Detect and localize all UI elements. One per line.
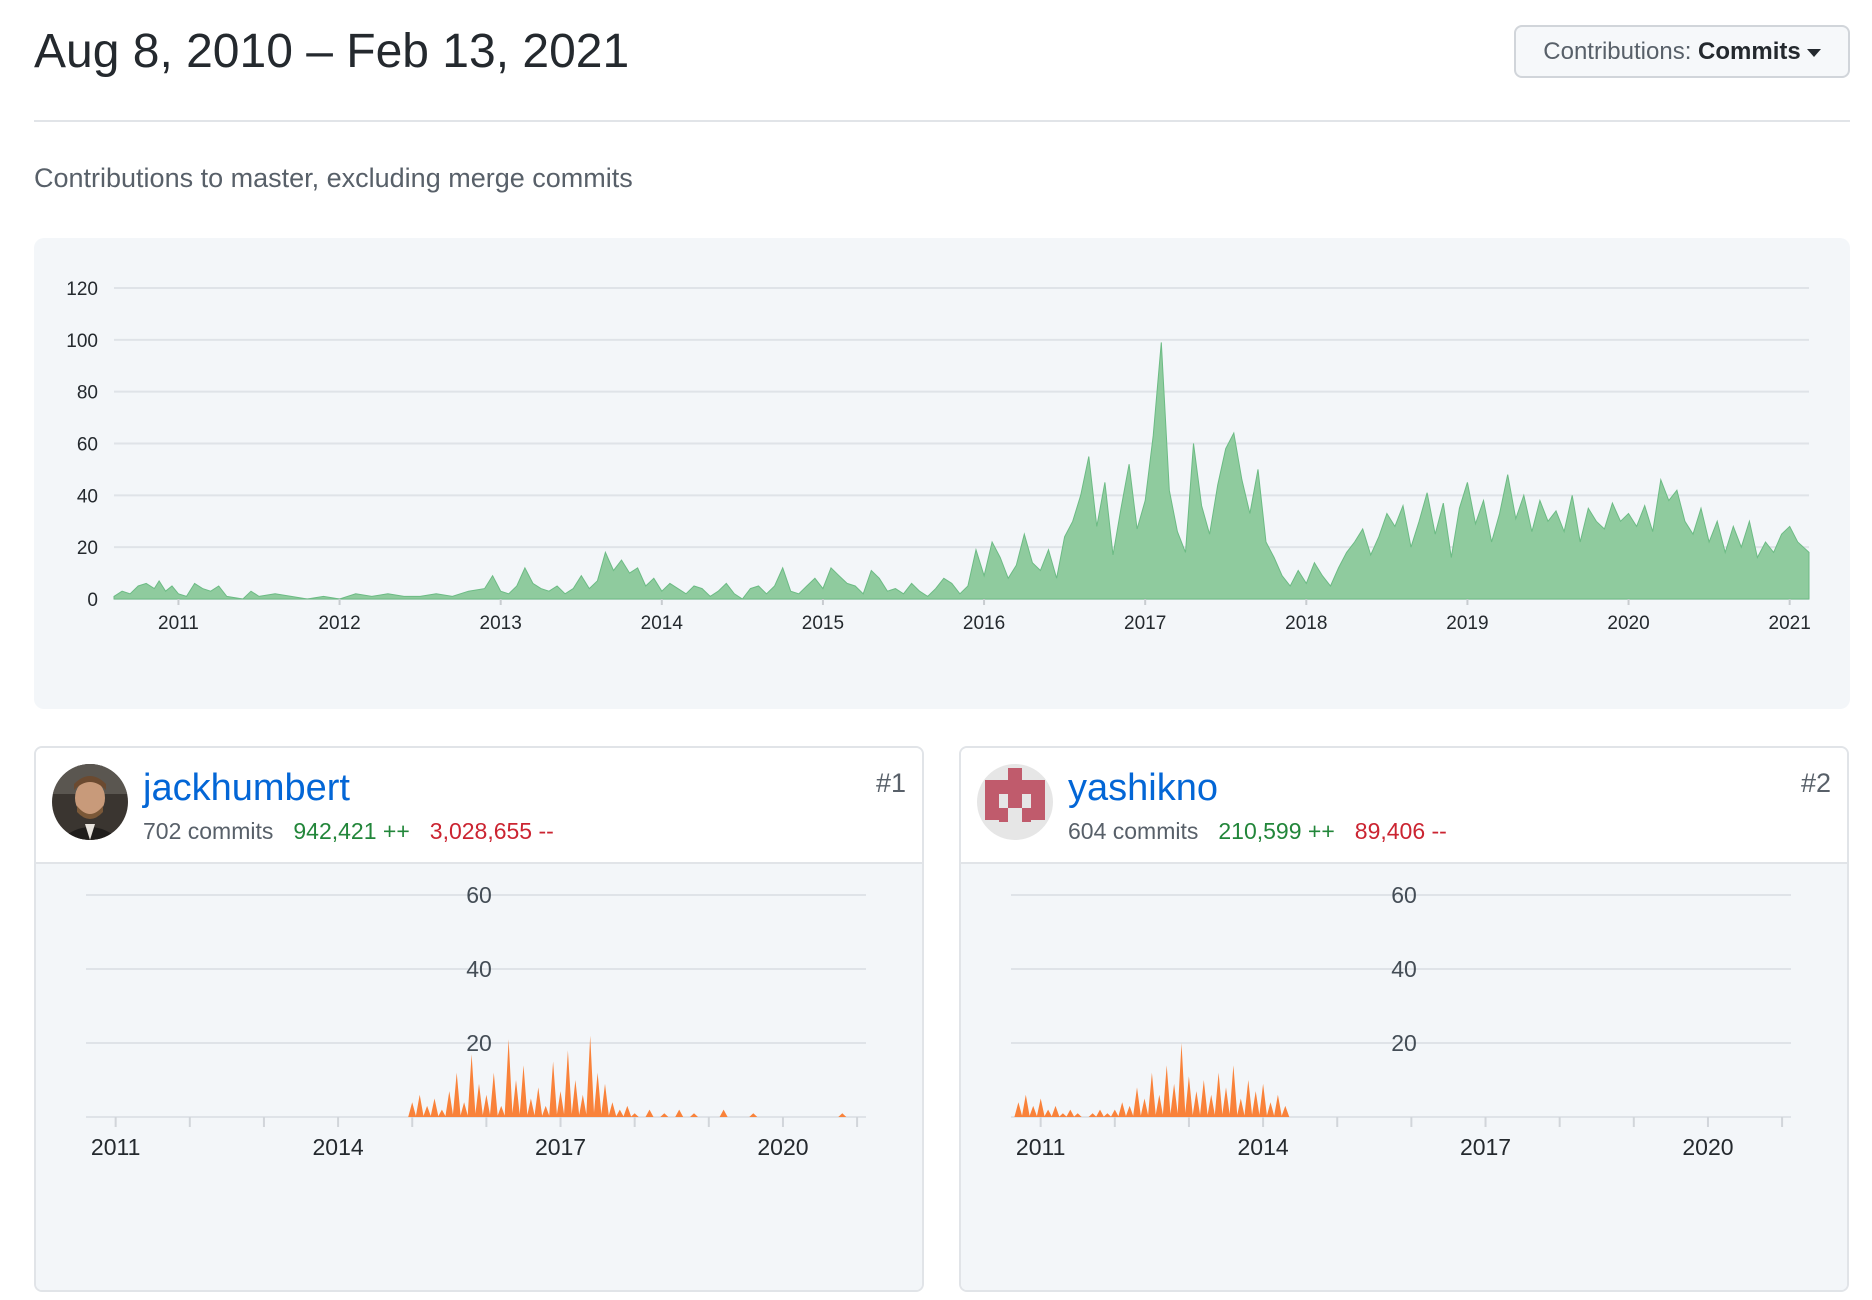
x-tick-label: 2011	[91, 1134, 140, 1160]
y-tick-label: 20	[1391, 1030, 1417, 1056]
contributor-rank: #2	[1800, 768, 1831, 798]
commit-count-link[interactable]: 604 commits	[1068, 818, 1199, 844]
x-tick-label: 2020	[1607, 613, 1649, 634]
x-tick-label: 2012	[318, 613, 360, 634]
x-tick-label: 2017	[535, 1134, 586, 1160]
deletions-count: 89,406 --	[1354, 818, 1447, 844]
contributor-card-header: jackhumbert 702 commits 942,421 ++ 3,028,6…	[36, 748, 922, 864]
chart-subtitle: Contributions to master, excluding merge…	[34, 163, 633, 193]
x-tick-label: 2019	[1446, 613, 1488, 634]
y-tick-label: 120	[66, 279, 98, 300]
avatar-photo-icon	[52, 764, 128, 840]
contributor-rank: #1	[875, 768, 906, 798]
x-tick-label: 2013	[480, 613, 522, 634]
y-tick-label: 60	[1391, 882, 1417, 908]
x-tick-label: 2018	[1285, 613, 1327, 634]
contributor-chart-panel: 20 40 60 2011 2014 2017 2020	[36, 864, 922, 1290]
deletions-count: 3,028,655 --	[429, 818, 554, 844]
y-tick-label: 40	[466, 956, 492, 982]
contributor-stats: 604 commits 210,599 ++ 89,406 --	[1068, 816, 1447, 846]
y-tick-label: 60	[466, 882, 492, 908]
series-area	[1014, 1043, 1290, 1117]
avatar[interactable]	[977, 764, 1053, 840]
y-tick-label: 0	[87, 590, 98, 611]
y-tick-label: 60	[77, 435, 98, 456]
identicon-avatar-icon	[977, 764, 1053, 840]
main-chart-panel: 0 20 40 60 80 100 120 2011 2012 2013 2014 2015 2016 2…	[34, 238, 1850, 709]
x-tick-label: 2021	[1769, 613, 1811, 634]
contributor-username-link[interactable]: yashikno	[1068, 767, 1218, 809]
contributions-value: Commits	[1698, 38, 1801, 65]
commit-count-link[interactable]: 702 commits	[143, 818, 274, 844]
x-tick-label: 2014	[313, 1134, 364, 1160]
contributor-card-header: yashikno 604 commits 210,599 ++ 89,406 -- …	[961, 748, 1847, 864]
additions-count: 942,421 ++	[293, 818, 410, 844]
x-tick-label: 2020	[757, 1134, 808, 1160]
contributor-card-2: yashikno 604 commits 210,599 ++ 89,406 -- …	[959, 746, 1849, 1292]
y-tick-label: 40	[1391, 956, 1417, 982]
caret-down-icon	[1806, 48, 1821, 57]
avatar[interactable]	[52, 764, 128, 840]
y-tick-label: 100	[66, 331, 98, 352]
additions-count: 210,599 ++	[1218, 818, 1335, 844]
y-tick-label: 20	[77, 538, 98, 559]
contributor-commits-chart: 20 40 60 2011 2014 2017 2020	[86, 882, 866, 1160]
x-tick-label: 2017	[1460, 1134, 1511, 1160]
y-tick-label: 40	[77, 486, 98, 507]
series-area	[113, 342, 1810, 600]
contributions-dropdown-button[interactable]: Contributions: Commits	[1514, 25, 1850, 78]
contributor-commits-chart: 20 40 60 2011 2014 2017 2020	[1011, 882, 1791, 1160]
y-tick-label: 20	[466, 1030, 492, 1056]
x-tick-label: 2016	[963, 613, 1005, 634]
contributor-stats: 702 commits 942,421 ++ 3,028,655 --	[143, 816, 554, 846]
contributor-chart-panel: 20 40 60 2011 2014 2017 2020	[961, 864, 1847, 1290]
x-tick-label: 2017	[1124, 613, 1166, 634]
main-contributions-chart: 0 20 40 60 80 100 120 2011 2012 2013 2014 2015 2016 2…	[66, 279, 1811, 634]
x-tick-label: 2011	[1016, 1134, 1065, 1160]
header-divider	[34, 120, 1850, 122]
contributions-label: Contributions:	[1543, 38, 1692, 65]
date-range-title: Aug 8, 2010 – Feb 13, 2021	[34, 25, 630, 78]
y-tick-label: 80	[77, 383, 98, 404]
contributor-card-1: jackhumbert 702 commits 942,421 ++ 3,028,6…	[34, 746, 924, 1292]
x-tick-label: 2015	[802, 613, 844, 634]
x-tick-label: 2020	[1682, 1134, 1733, 1160]
series-area	[408, 1035, 847, 1117]
contributor-username-link[interactable]: jackhumbert	[143, 767, 350, 809]
x-tick-label: 2014	[1238, 1134, 1289, 1160]
x-tick-label: 2014	[641, 613, 684, 634]
x-tick-label: 2011	[158, 613, 199, 634]
